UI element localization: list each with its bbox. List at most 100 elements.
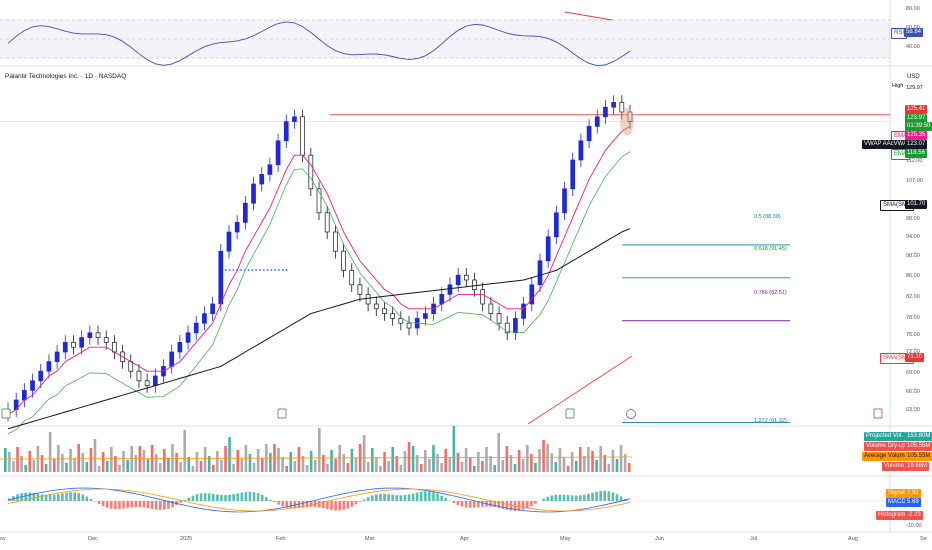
volume-bar [501, 460, 505, 472]
macd-histogram-bar [97, 501, 101, 504]
macd-histogram-bar [281, 501, 284, 507]
volume-bar [485, 447, 488, 472]
macd-histogram-bar [534, 501, 537, 504]
macd-histogram-bar [452, 501, 456, 503]
macd-histogram-bar [40, 494, 44, 501]
volume-bar [224, 446, 227, 472]
candle-body [504, 322, 510, 334]
sma-long-value: 101.70 [905, 200, 928, 209]
volume-bar [61, 454, 64, 472]
volume-value: 19.66M [905, 462, 930, 471]
macd-histogram-bar [444, 498, 448, 501]
rsi-tick-80: 80.00 [906, 6, 920, 12]
macd-histogram-bar [211, 493, 215, 501]
volume-bar [134, 455, 138, 472]
macd-histogram-bar [472, 501, 476, 508]
volume-bar [195, 452, 199, 472]
macd-histogram-bar [428, 491, 431, 501]
volume-bar [350, 449, 354, 472]
macd-histogram-bar [146, 501, 150, 509]
highlight-ellipse [620, 107, 634, 136]
volume-bar [167, 458, 170, 472]
volume-bar [464, 448, 468, 472]
x-label-mar: Mar [365, 536, 375, 542]
candle-body [128, 361, 134, 372]
volume-bar [154, 454, 158, 472]
macd-histogram-bar [248, 491, 252, 501]
macd-histogram-bar [232, 494, 235, 501]
dotted-level-dot [255, 269, 258, 271]
macd-histogram-bar [110, 501, 113, 509]
volume-bar [187, 457, 191, 472]
candle-body [627, 111, 633, 122]
macd-histogram-bar [61, 493, 64, 501]
volume-bar [216, 451, 219, 472]
candle-body [324, 212, 330, 233]
price-tick-82: 82.00 [906, 294, 920, 300]
price-tick-63: 63.00 [906, 407, 920, 413]
volume-bar [436, 454, 439, 472]
volume-bar [281, 457, 284, 472]
fib-label-1272: 1.272 (61.32) [754, 418, 787, 424]
volume-bar [105, 461, 109, 472]
volume-bar [558, 448, 562, 472]
volume-bar [366, 462, 370, 472]
macd-histogram-bar [191, 495, 195, 501]
macd-histogram-bar [73, 492, 76, 501]
volume-bar [578, 447, 582, 472]
volume-bar [28, 451, 32, 472]
volume-bar [305, 465, 309, 472]
candle-body [136, 370, 142, 382]
fib-label-0618: 0.618 (91.45) [754, 246, 787, 252]
volume-bar [256, 449, 260, 472]
macd-histogram-bar [277, 501, 280, 505]
macd-histogram-bar [264, 497, 268, 501]
volume-bar [623, 454, 627, 472]
macd-histogram-bar [289, 501, 293, 509]
volume-bar [285, 466, 288, 472]
volume-bar [130, 446, 134, 472]
volume-bar [207, 456, 211, 472]
macd-histogram-bar [122, 501, 125, 509]
x-label-aug: Aug [848, 536, 858, 542]
macd-histogram-label: Histogram [876, 511, 908, 520]
volume-bar [562, 457, 566, 472]
candle-body [382, 308, 387, 314]
volume-dryup-value: 105.55M [905, 442, 932, 451]
candle-body [103, 337, 109, 343]
volume-dryup-label: Volume Dry-up [864, 442, 908, 451]
macd-histogram-bar [220, 494, 223, 501]
volume-bar [489, 456, 492, 472]
sma-extension-line [527, 355, 633, 425]
candle-body [71, 342, 76, 348]
candle-body [521, 303, 526, 319]
volume-bar [346, 463, 350, 472]
volume-bar [110, 447, 113, 472]
volume-bar [301, 456, 305, 472]
volume-bar [232, 464, 235, 472]
volume-bar [126, 460, 129, 472]
volume-bar [627, 463, 631, 472]
candle-body [619, 102, 625, 113]
volume-bar [313, 460, 317, 472]
volume-bar [468, 457, 472, 472]
macd-histogram-bar [126, 501, 129, 508]
candle-body [210, 303, 215, 314]
volume-bar [497, 433, 501, 472]
macd-histogram-bar [44, 494, 48, 501]
candle-body [292, 116, 297, 122]
macd-histogram-bar [28, 492, 32, 501]
volume-bar [599, 446, 602, 472]
volume-bar [424, 450, 427, 472]
macd-histogram-bar [171, 501, 174, 508]
volume-bar [570, 452, 574, 472]
macd-histogram-bar [530, 501, 533, 507]
projected-vol-label: Projected Vol. [864, 432, 906, 441]
macd-histogram-bar [456, 501, 460, 506]
macd-histogram-bar [142, 501, 146, 508]
earnings-marker [873, 408, 883, 419]
volume-bar [530, 454, 533, 472]
volume-bar [183, 430, 187, 472]
